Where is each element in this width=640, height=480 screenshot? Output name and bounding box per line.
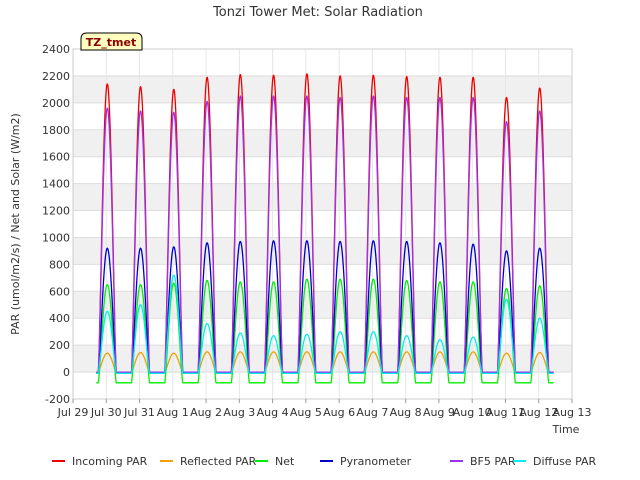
y-tick-label: 200 [49, 339, 70, 352]
grid-bands [73, 75, 572, 373]
grid-band [73, 129, 572, 157]
plot-background [73, 49, 572, 399]
x-tick-label: Aug 2 [190, 406, 222, 419]
site-tag-box [80, 32, 143, 51]
series-line-bf5-par [95, 95, 555, 373]
y-tick-label: 400 [49, 312, 70, 325]
x-tick-label: Aug 6 [323, 406, 355, 419]
x-tick-label: Jul 29 [57, 406, 89, 419]
x-tick-label: Aug 8 [390, 406, 422, 419]
legend-item-pyranometer: Pyranometer [340, 455, 412, 468]
y-tick-label: 1400 [42, 178, 70, 191]
legend-item-incoming-par: Incoming PAR [72, 455, 148, 468]
y-tick-label: 2000 [42, 97, 70, 110]
y-axis: -200 0 200 400 600 800 1000 1200 1400 1600 1800 200… [42, 43, 70, 406]
site-tag-label: TZ_tmet [86, 36, 136, 49]
grid-band [73, 75, 572, 103]
grid-band [73, 183, 572, 211]
legend-item-diffuse-par: Diffuse PAR [533, 455, 597, 468]
x-tick-label: Aug 10 [453, 406, 492, 419]
y-tick-label: 1800 [42, 124, 70, 137]
series-lines [95, 73, 555, 384]
y-tick-label: 0 [63, 366, 70, 379]
series-line-net [95, 278, 555, 384]
legend: Incoming PAR Reflected PAR Net Pyranometer B… [52, 455, 597, 468]
grid-band [73, 291, 572, 319]
grid-band [73, 237, 572, 265]
x-axis: Jul 29 Jul 30 Jul 31 Aug 1 Aug 2 Aug 3 Aug 4 Au… [57, 399, 592, 419]
x-tick-label: Aug 4 [257, 406, 289, 419]
legend-item-bf5-par: BF5 PAR [470, 455, 516, 468]
y-tick-label: 1000 [42, 231, 70, 244]
x-tick-label: Aug 13 [553, 406, 592, 419]
y-tick-label: 1600 [42, 151, 70, 164]
x-tick-label: Jul 30 [90, 406, 122, 419]
legend-item-reflected-par: Reflected PAR [180, 455, 257, 468]
x-tick-label: Aug 9 [423, 406, 455, 419]
x-tick-label: Aug 1 [157, 406, 189, 419]
x-tick-label: Aug 11 [486, 406, 525, 419]
series-line-diffuse-par [95, 274, 555, 375]
y-tick-label: 600 [49, 285, 70, 298]
x-axis-label: Time [552, 423, 580, 436]
y-tick-label: 1200 [42, 205, 70, 218]
y-tick-label: 800 [49, 258, 70, 271]
grid-band [73, 345, 572, 373]
y-tick-label: 2200 [42, 70, 70, 83]
plot-frame [72, 48, 573, 400]
x-tick-label: Aug 7 [356, 406, 388, 419]
x-tick-label: Jul 31 [123, 406, 155, 419]
y-axis-label: PAR (umol/m2/s) / Net and Solar (W/m2) [9, 113, 22, 335]
x-tick-label: Aug 3 [223, 406, 255, 419]
x-tick-label: Aug 5 [290, 406, 322, 419]
y-tick-label: 2400 [42, 43, 70, 56]
site-tag: TZ_tmet [80, 32, 143, 51]
plot-area [72, 48, 573, 400]
x-tick-label: Aug 12 [519, 406, 558, 419]
legend-item-net: Net [275, 455, 295, 468]
chart-title: Tonzi Tower Met: Solar Radiation [212, 5, 423, 20]
y-tick-label: -200 [45, 393, 70, 406]
